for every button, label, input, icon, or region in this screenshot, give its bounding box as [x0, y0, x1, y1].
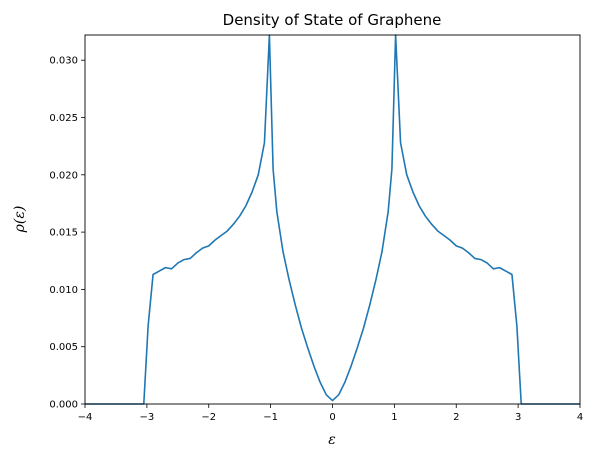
y-tick-label: 0.015	[49, 228, 78, 239]
x-tick-label: −4	[78, 412, 93, 423]
chart-title: Density of State of Graphene	[223, 11, 442, 29]
y-tick-label: 0.005	[49, 342, 78, 353]
x-tick-label: 0	[329, 412, 335, 423]
y-axis: 0.000 0.005 0.010 0.015 0.020 0.025 0.030	[49, 56, 85, 411]
y-axis-label: ρ(ε)	[12, 206, 28, 234]
x-axis: −4 −3 −2 −1 0 1 2 3 4	[78, 404, 583, 423]
y-tick-label: 0.025	[49, 113, 78, 124]
x-tick-label: −2	[201, 412, 216, 423]
y-tick-label: 0.020	[49, 170, 78, 181]
series-line	[85, 34, 580, 405]
x-tick-label: −3	[140, 412, 155, 423]
x-tick-label: −1	[263, 412, 278, 423]
x-tick-label: 3	[515, 412, 521, 423]
y-tick-label: 0.010	[49, 285, 78, 296]
plot-frame	[84, 34, 581, 405]
x-tick-label: 2	[453, 412, 459, 423]
x-tick-label: 1	[391, 412, 397, 423]
y-tick-label: 0.000	[49, 400, 78, 411]
x-axis-label: ε	[328, 432, 336, 448]
plot-area	[85, 34, 580, 405]
x-tick-label: 4	[577, 412, 583, 423]
y-tick-label: 0.030	[49, 56, 78, 67]
